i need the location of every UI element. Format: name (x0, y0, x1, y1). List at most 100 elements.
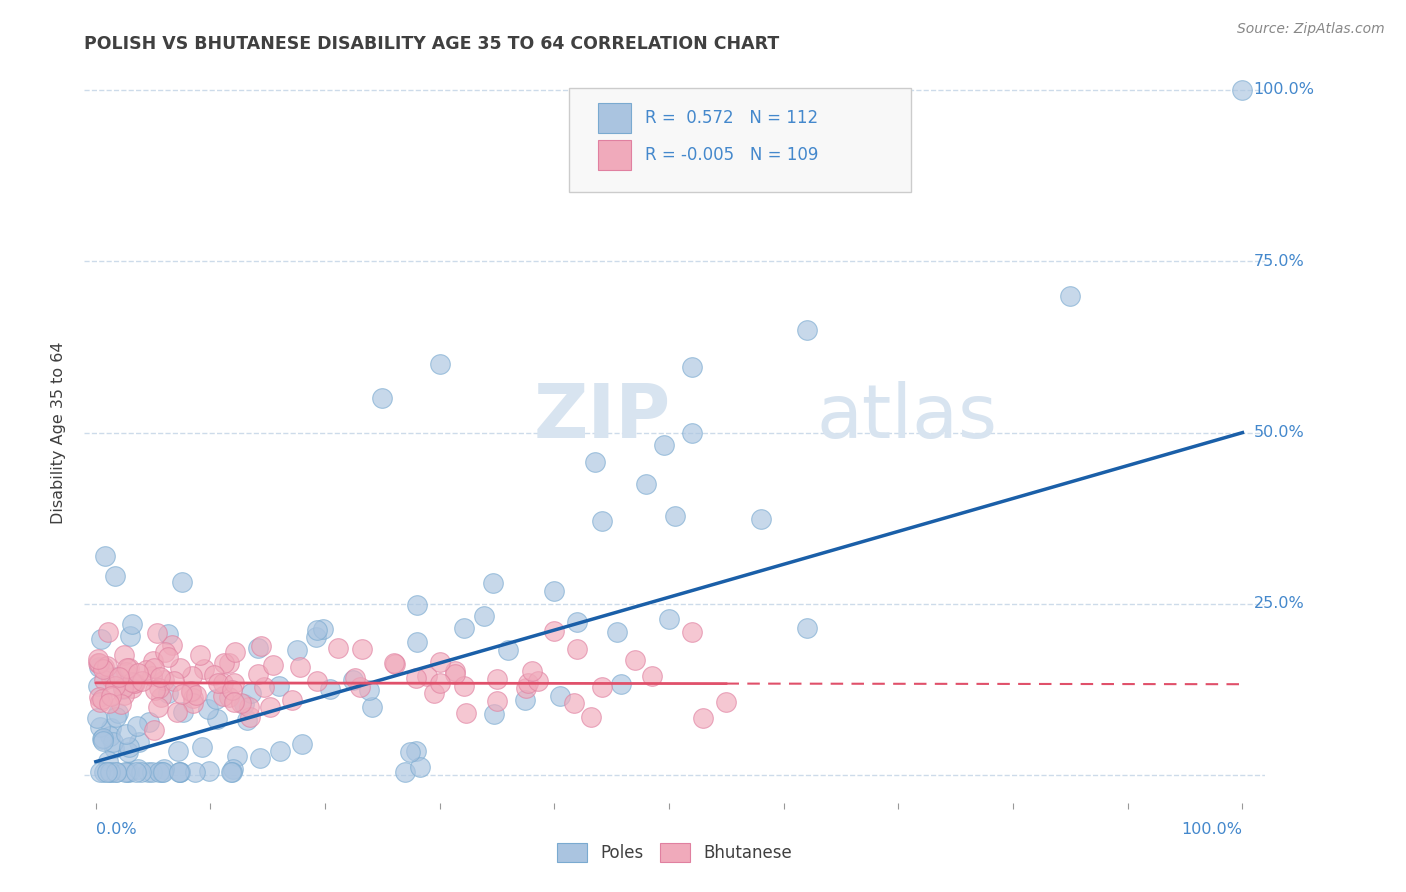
Point (118, 740, 141, 755)
Point (89, 720, 111, 734)
Point (96, 764, 118, 779)
Point (349, 680, 371, 694)
Point (197, 702, 219, 716)
Point (218, 656, 240, 670)
FancyBboxPatch shape (598, 140, 631, 169)
Point (143, 723, 166, 737)
Point (343, 671, 366, 685)
Point (219, 764, 242, 779)
Point (482, 576, 505, 591)
Point (184, 764, 207, 779)
Point (233, 697, 256, 711)
Point (543, 624, 565, 638)
Point (342, 673, 364, 687)
Point (197, 764, 219, 778)
Point (121, 681, 143, 695)
Point (121, 675, 143, 690)
Point (152, 764, 174, 779)
Point (249, 751, 271, 765)
Point (118, 764, 141, 779)
Point (111, 681, 134, 695)
Point (262, 658, 284, 673)
Point (221, 682, 243, 697)
Point (87, 679, 110, 693)
Point (169, 764, 191, 779)
Text: R = -0.005   N = 109: R = -0.005 N = 109 (645, 146, 818, 164)
Point (515, 693, 537, 707)
Point (127, 762, 149, 776)
Point (384, 657, 406, 672)
Point (104, 679, 127, 693)
Point (606, 625, 628, 640)
Point (153, 645, 176, 659)
Point (641, 669, 664, 683)
Point (406, 635, 429, 649)
Point (98, 696, 121, 710)
Text: 0.0%: 0.0% (96, 822, 136, 838)
Point (150, 764, 173, 779)
Point (406, 598, 429, 612)
Point (87, 656, 110, 670)
Point (110, 698, 132, 712)
Point (100, 764, 122, 779)
Point (163, 673, 186, 688)
Point (143, 661, 166, 675)
Text: R =  0.572   N = 112: R = 0.572 N = 112 (645, 109, 818, 127)
Point (548, 689, 571, 703)
Point (169, 764, 191, 779)
Point (190, 740, 212, 755)
Point (93, 660, 115, 674)
Point (91, 733, 114, 747)
Point (408, 760, 430, 774)
Point (112, 648, 135, 662)
Point (288, 659, 311, 673)
Point (153, 762, 176, 776)
Point (180, 685, 202, 699)
Point (562, 696, 585, 710)
Point (103, 670, 125, 684)
Text: 100.0%: 100.0% (1254, 82, 1315, 97)
Point (98, 729, 121, 743)
Point (181, 696, 204, 710)
Point (115, 665, 138, 679)
Point (97, 624, 120, 639)
Point (291, 737, 314, 751)
Text: POLISH VS BHUTANESE DISABILITY AGE 35 TO 64 CORRELATION CHART: POLISH VS BHUTANESE DISABILITY AGE 35 TO… (84, 35, 779, 53)
Point (172, 687, 194, 701)
Point (239, 686, 262, 700)
Point (172, 706, 194, 720)
Point (120, 629, 142, 643)
Point (148, 764, 170, 779)
Point (527, 673, 550, 688)
Point (405, 671, 427, 685)
Point (91, 731, 114, 746)
Point (484, 707, 506, 722)
Point (107, 706, 129, 721)
Point (1059, 288, 1081, 302)
Point (100, 721, 122, 735)
Point (443, 666, 465, 681)
Point (138, 714, 160, 729)
Y-axis label: Disability Age 35 to 64: Disability Age 35 to 64 (51, 342, 66, 524)
Point (224, 645, 246, 659)
Point (246, 667, 269, 681)
Point (122, 676, 145, 690)
Point (148, 700, 170, 714)
Point (716, 695, 738, 709)
Point (305, 630, 328, 644)
Point (350, 641, 373, 656)
Point (311, 622, 333, 636)
Point (186, 688, 208, 702)
Point (246, 641, 269, 656)
Point (145, 625, 167, 640)
Point (181, 690, 204, 705)
Point (496, 643, 519, 657)
Point (90, 632, 112, 646)
Point (86, 711, 108, 725)
Point (149, 670, 172, 684)
Point (610, 677, 633, 691)
Point (180, 683, 202, 698)
Point (281, 692, 304, 706)
Point (162, 638, 184, 652)
Point (89, 696, 111, 710)
